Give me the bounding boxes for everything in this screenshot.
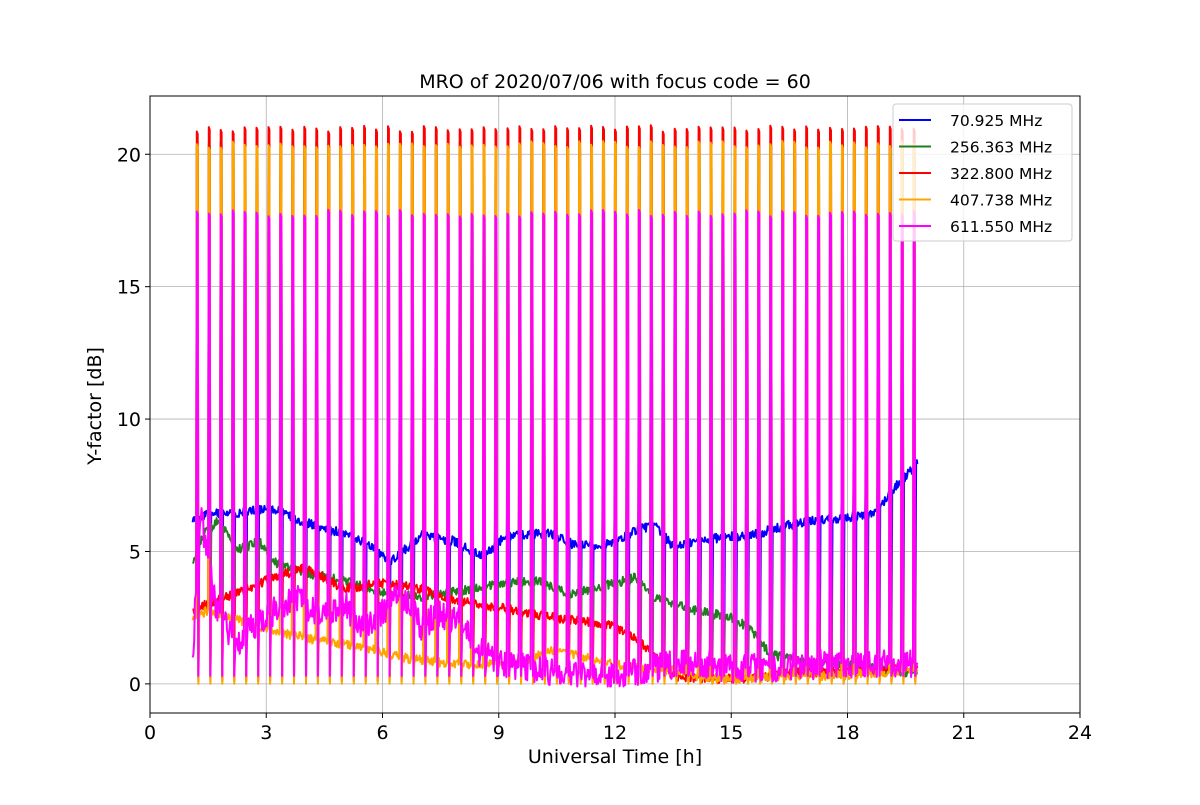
x-tick-label-8: 24 bbox=[1068, 722, 1092, 744]
y-axis-label: Y-factor [dB] bbox=[84, 347, 106, 466]
x-tick-label-6: 18 bbox=[835, 722, 859, 744]
y-tick-label-2: 10 bbox=[117, 409, 141, 431]
chart-title: MRO of 2020/07/06 with focus code = 60 bbox=[419, 71, 811, 93]
legend-entry-1: 256.363 MHz bbox=[950, 139, 1052, 157]
x-tick-label-4: 12 bbox=[603, 722, 627, 744]
tick-layer: 0 3 6 9 12 15 18 21 24 0 5 10 15 20 bbox=[117, 144, 1092, 744]
legend-entry-2: 322.800 MHz bbox=[950, 165, 1052, 183]
x-tick-label-3: 9 bbox=[493, 722, 505, 744]
x-tick-label-0: 0 bbox=[144, 722, 156, 744]
series-line-4 bbox=[191, 208, 919, 688]
x-tick-label-7: 21 bbox=[952, 722, 976, 744]
y-tick-label-0: 0 bbox=[129, 674, 141, 696]
legend: 70.925 MHz 256.363 MHz 322.800 MHz 407.738 … bbox=[892, 103, 1073, 242]
y-tick-label-1: 5 bbox=[129, 541, 141, 563]
x-tick-label-5: 15 bbox=[719, 722, 743, 744]
x-tick-label-1: 3 bbox=[260, 722, 272, 744]
x-axis-label: Universal Time [h] bbox=[528, 746, 702, 768]
legend-box bbox=[892, 103, 1073, 242]
y-tick-label-4: 20 bbox=[117, 144, 141, 166]
legend-entry-4: 611.550 MHz bbox=[950, 218, 1052, 236]
y-tick-label-3: 15 bbox=[117, 277, 141, 299]
series-layer bbox=[191, 124, 919, 688]
legend-entry-3: 407.738 MHz bbox=[950, 192, 1052, 210]
x-tick-label-2: 6 bbox=[376, 722, 388, 744]
legend-entry-0: 70.925 MHz bbox=[950, 112, 1042, 130]
